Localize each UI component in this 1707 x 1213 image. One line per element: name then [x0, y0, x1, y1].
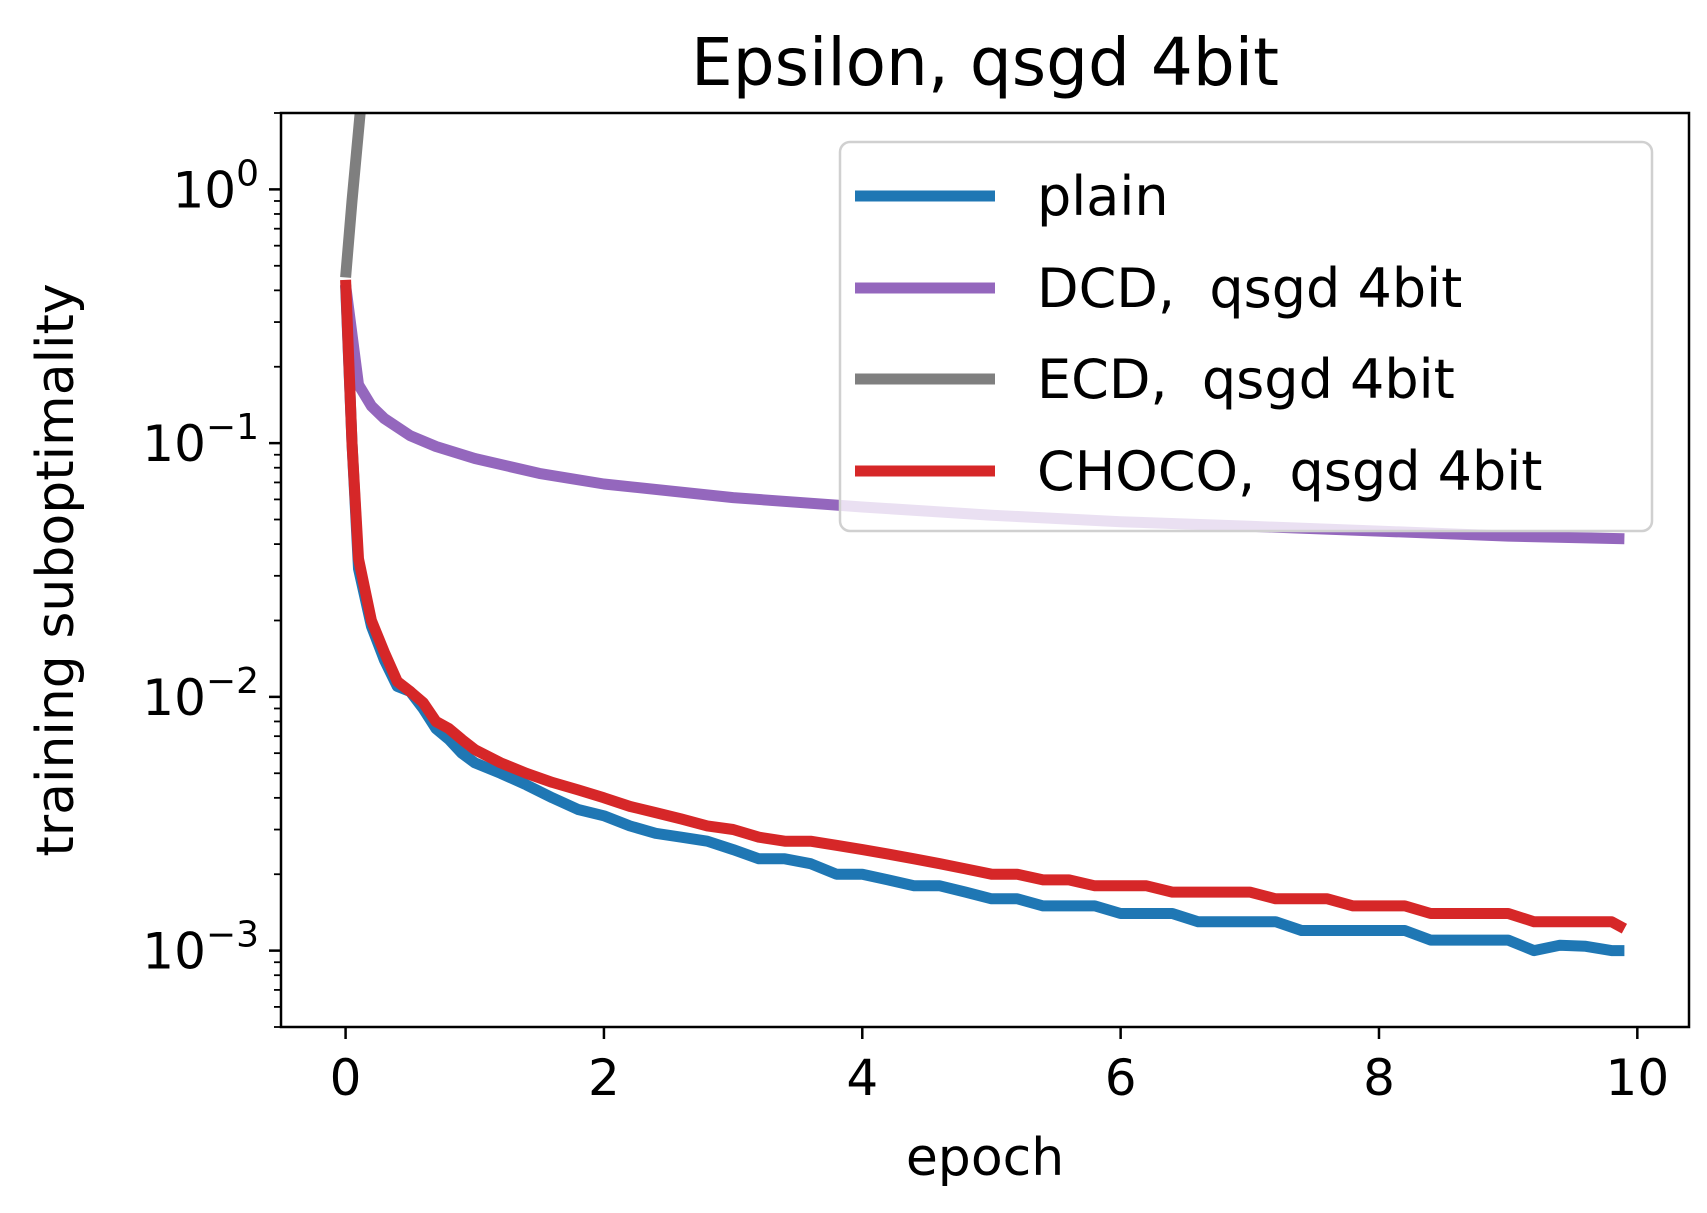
x-axis-label: epoch: [906, 1128, 1064, 1188]
chart-title: Epsilon, qsgd 4bit: [691, 24, 1279, 101]
y-tick-exponent: −3: [206, 915, 259, 956]
legend: plain DCD, qsgd 4bit ECD, qsgd 4bit CHOCO, …: [838, 140, 1654, 533]
x-axis-ticks: 0 2 4 6 8 10: [330, 1027, 1669, 1107]
y-tick-base: 10: [142, 923, 206, 981]
y-tick-exponent: −1: [206, 407, 259, 448]
x-tick-label: 10: [1606, 1049, 1670, 1107]
x-tick-label: 4: [846, 1049, 878, 1107]
y-tick-label: 10−1: [142, 407, 259, 473]
y-tick-exponent: −2: [206, 661, 259, 702]
y-tick-base: 10: [142, 415, 206, 473]
legend-label-1: DCD, qsgd 4bit: [1037, 257, 1462, 320]
y-tick-base: 10: [142, 669, 206, 727]
legend-label-3: CHOCO, qsgd 4bit: [1037, 440, 1542, 503]
y-tick-label: 10−3: [142, 915, 259, 981]
series-line-2: [340, 113, 366, 278]
y-tick-base: 10: [172, 161, 236, 219]
y-axis-label: training suboptimality: [26, 283, 86, 856]
x-tick-label: 8: [1363, 1049, 1395, 1107]
y-tick-label: 100: [172, 153, 259, 219]
y-tick-exponent: 0: [236, 153, 259, 194]
legend-label-0: plain: [1037, 165, 1169, 228]
x-tick-label: 0: [330, 1049, 362, 1107]
x-tick-label: 2: [588, 1049, 620, 1107]
legend-box: [838, 140, 1654, 533]
series-line-0: [340, 284, 1625, 957]
plot-frame: [279, 111, 1691, 1029]
legend-label-2: ECD, qsgd 4bit: [1037, 348, 1455, 411]
series-line-3: [340, 279, 1628, 934]
x-tick-label: 6: [1105, 1049, 1137, 1107]
y-tick-label: 10−2: [142, 661, 259, 727]
